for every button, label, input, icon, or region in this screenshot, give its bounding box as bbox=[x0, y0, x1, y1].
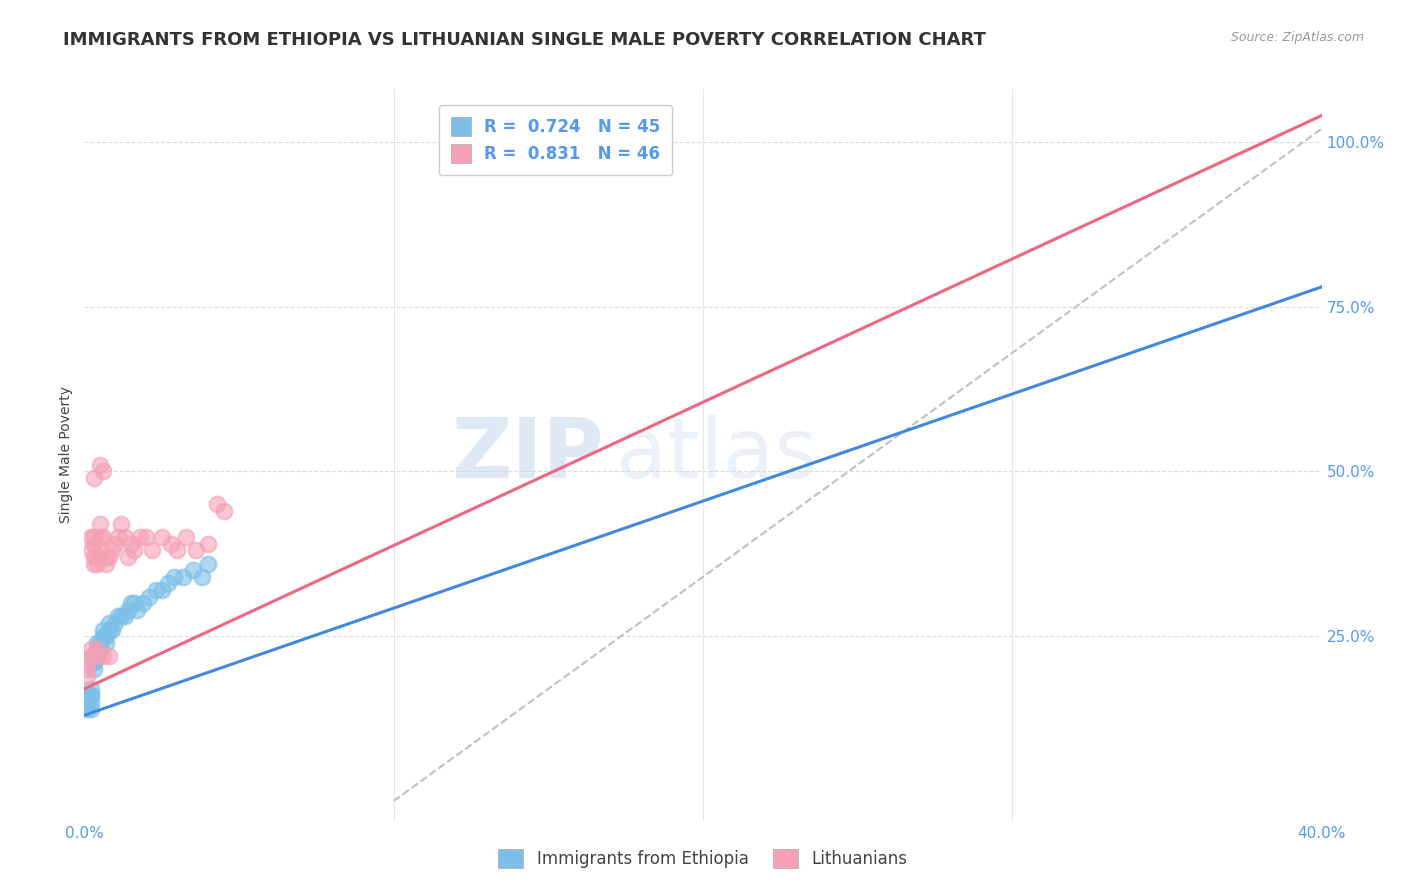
Point bbox=[76, 668, 98, 682]
Point bbox=[79, 543, 101, 558]
Point bbox=[166, 543, 188, 558]
Point bbox=[163, 570, 186, 584]
Point bbox=[83, 471, 105, 485]
Point bbox=[132, 596, 155, 610]
Point bbox=[114, 609, 136, 624]
Point bbox=[83, 550, 105, 565]
Legend: Immigrants from Ethiopia, Lithuanians: Immigrants from Ethiopia, Lithuanians bbox=[492, 842, 914, 875]
Point bbox=[181, 563, 204, 577]
Point bbox=[110, 517, 132, 532]
Point bbox=[98, 623, 121, 637]
Point bbox=[89, 530, 111, 544]
Point bbox=[79, 642, 101, 657]
Point bbox=[76, 695, 98, 709]
Point bbox=[89, 458, 111, 472]
Point bbox=[120, 537, 142, 551]
Point bbox=[160, 537, 183, 551]
Point bbox=[197, 557, 219, 571]
Point bbox=[76, 695, 98, 709]
Point bbox=[94, 629, 117, 643]
Point bbox=[191, 570, 214, 584]
Point bbox=[89, 642, 111, 657]
Point bbox=[135, 530, 157, 544]
Point bbox=[197, 537, 219, 551]
Point bbox=[79, 648, 101, 663]
Point bbox=[98, 615, 121, 630]
Point bbox=[89, 636, 111, 650]
Point bbox=[207, 497, 229, 511]
Point bbox=[76, 662, 98, 676]
Point bbox=[83, 557, 105, 571]
Text: Source: ZipAtlas.com: Source: ZipAtlas.com bbox=[1230, 31, 1364, 45]
Point bbox=[101, 543, 124, 558]
Point bbox=[86, 636, 108, 650]
Point bbox=[101, 623, 124, 637]
Point bbox=[89, 642, 111, 657]
Point bbox=[150, 582, 173, 597]
Point bbox=[89, 517, 111, 532]
Point bbox=[83, 662, 105, 676]
Point bbox=[98, 648, 121, 663]
Point bbox=[79, 689, 101, 703]
Point bbox=[91, 629, 114, 643]
Point bbox=[76, 689, 98, 703]
Point bbox=[86, 648, 108, 663]
Legend: R =  0.724   N = 45, R =  0.831   N = 46: R = 0.724 N = 45, R = 0.831 N = 46 bbox=[439, 105, 672, 175]
Text: atlas: atlas bbox=[616, 415, 818, 495]
Point bbox=[125, 603, 148, 617]
Point bbox=[107, 530, 129, 544]
Point bbox=[76, 701, 98, 715]
Point bbox=[145, 582, 167, 597]
Point bbox=[156, 576, 179, 591]
Point bbox=[89, 543, 111, 558]
Point bbox=[94, 636, 117, 650]
Point bbox=[150, 530, 173, 544]
Point bbox=[120, 596, 142, 610]
Point bbox=[122, 543, 145, 558]
Point bbox=[83, 648, 105, 663]
Point bbox=[83, 656, 105, 670]
Point bbox=[86, 550, 108, 565]
Point bbox=[141, 543, 163, 558]
Point bbox=[110, 609, 132, 624]
Point bbox=[138, 590, 160, 604]
Point bbox=[98, 550, 121, 565]
Text: IMMIGRANTS FROM ETHIOPIA VS LITHUANIAN SINGLE MALE POVERTY CORRELATION CHART: IMMIGRANTS FROM ETHIOPIA VS LITHUANIAN S… bbox=[63, 31, 986, 49]
Point bbox=[83, 656, 105, 670]
Point bbox=[91, 530, 114, 544]
Point bbox=[86, 642, 108, 657]
Point bbox=[172, 570, 194, 584]
Point bbox=[76, 656, 98, 670]
Point bbox=[94, 557, 117, 571]
Point bbox=[114, 530, 136, 544]
Point bbox=[79, 530, 101, 544]
Point bbox=[117, 550, 139, 565]
Y-axis label: Single Male Poverty: Single Male Poverty bbox=[59, 386, 73, 524]
Point bbox=[184, 543, 207, 558]
Point bbox=[79, 681, 101, 696]
Text: ZIP: ZIP bbox=[451, 415, 605, 495]
Point bbox=[86, 648, 108, 663]
Point bbox=[91, 464, 114, 478]
Point bbox=[117, 603, 139, 617]
Point bbox=[91, 648, 114, 663]
Point bbox=[104, 537, 127, 551]
Point bbox=[91, 623, 114, 637]
Point bbox=[79, 695, 101, 709]
Point bbox=[83, 537, 105, 551]
Point bbox=[129, 530, 152, 544]
Point bbox=[94, 550, 117, 565]
Point bbox=[104, 615, 127, 630]
Point bbox=[86, 642, 108, 657]
Point bbox=[79, 701, 101, 715]
Point bbox=[83, 530, 105, 544]
Point bbox=[86, 557, 108, 571]
Point bbox=[212, 504, 235, 518]
Point bbox=[79, 689, 101, 703]
Point bbox=[122, 596, 145, 610]
Point bbox=[83, 648, 105, 663]
Point bbox=[176, 530, 198, 544]
Point bbox=[107, 609, 129, 624]
